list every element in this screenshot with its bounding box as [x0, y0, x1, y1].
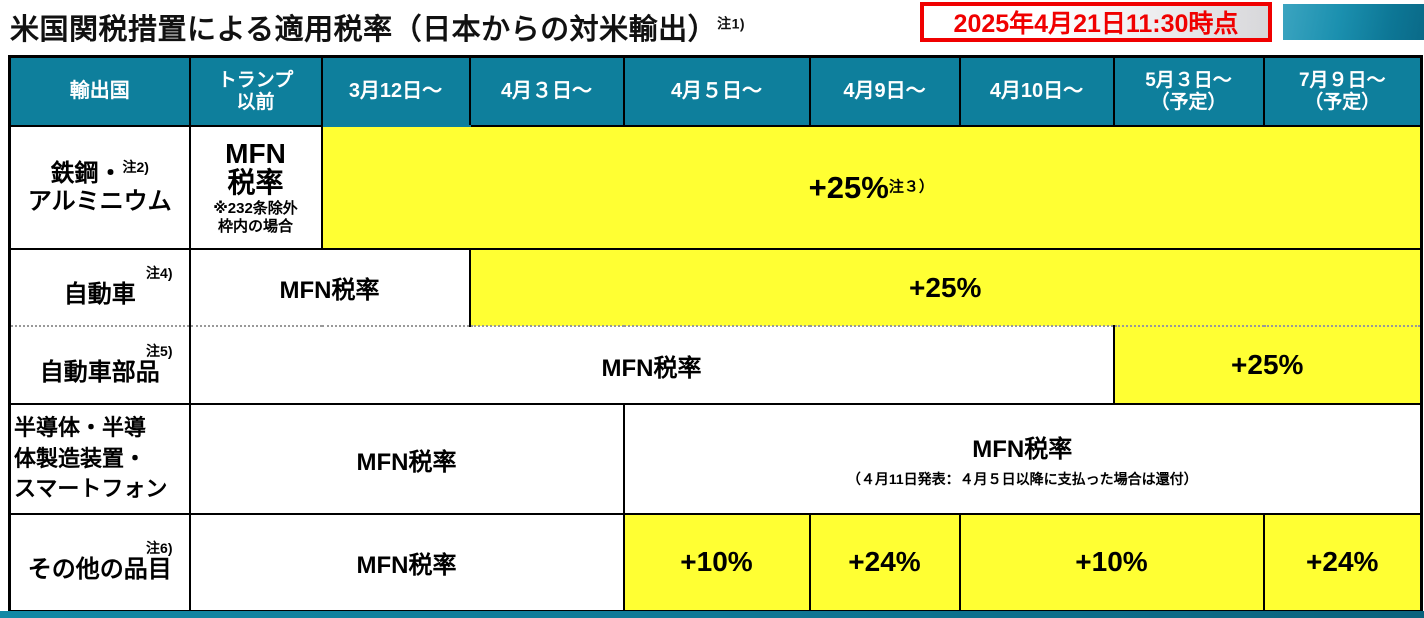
- row-other-items: 注6) その他の品目 MFN税率 +10% +24% +10% +24%: [8, 513, 1423, 612]
- auto-parts-rate-value: +25%: [1231, 349, 1304, 380]
- bottom-decoration-bar: [0, 611, 1424, 618]
- cell-semiconductor-mfn-right: MFN税率 （４月11日発表：４月５日以降に支払った場合は還付）: [622, 403, 1423, 515]
- cell-steel-rate: +25%注３）: [320, 125, 1423, 250]
- col-header-may3-line1: 5月３日～: [1145, 69, 1232, 91]
- row-auto-parts: 注5) 自動車部品 MFN税率 +25%: [8, 325, 1423, 405]
- cell-auto-parts-category: 注5) 自動車部品: [8, 325, 191, 405]
- title-note: 注1): [717, 15, 746, 32]
- cell-other-rate-apr9: +24%: [808, 513, 961, 612]
- automobile-rate-value: +25%: [909, 271, 982, 303]
- cell-automobile-rate: +25%: [468, 248, 1423, 327]
- semiconductor-name-line3: スマートフォン: [14, 476, 168, 502]
- cell-other-rate-jul9: +24%: [1262, 513, 1423, 612]
- other-rate-apr5-value: +10%: [680, 546, 753, 578]
- cell-automobile-category: 注4) 自動車: [8, 248, 191, 327]
- steel-note: 注2): [122, 159, 149, 176]
- header-row: 輸出国 トランプ 以前 3月12日～ 4月３日～ 4月５日～ 4月9日～ 4月1…: [8, 55, 1423, 127]
- col-header-apr3: 4月３日～: [468, 55, 625, 127]
- tariff-table: 輸出国 トランプ 以前 3月12日～ 4月３日～ 4月５日～ 4月9日～ 4月1…: [8, 55, 1423, 613]
- steel-rate-note: 注３）: [888, 178, 934, 196]
- top-decoration-bar: [1283, 4, 1424, 40]
- semiconductor-mfn-left-text: MFN税率: [356, 448, 457, 476]
- col-header-jul9: 7月９日～ （予定）: [1262, 55, 1423, 127]
- steel-mfn-sub-line2: 枠内の場合: [217, 218, 293, 236]
- semiconductor-mfn-right-sub: （４月11日発表：４月５日以降に支払った場合は還付）: [846, 471, 1198, 487]
- semiconductor-mfn-right-text: MFN税率: [972, 436, 1073, 463]
- col-header-pre-trump: トランプ 以前: [188, 55, 323, 127]
- page-title-text: 米国関税措置による適用税率（日本からの対米輸出）: [10, 14, 718, 46]
- other-note: 注6): [146, 539, 173, 556]
- auto-parts-name: 自動車部品: [39, 358, 160, 386]
- col-header-apr9: 4月9日～: [808, 55, 961, 127]
- semiconductor-name-line2: 体製造装置・: [14, 445, 147, 471]
- col-header-apr5: 4月５日～: [622, 55, 811, 127]
- col-header-mar12: 3月12日～: [320, 55, 471, 127]
- semiconductor-name-line1: 半導体・半導: [14, 414, 147, 440]
- other-rate-apr9-value: +24%: [848, 546, 921, 578]
- col-header-jul9-line2: （予定）: [1304, 91, 1381, 113]
- steel-name-line1: 鉄鋼・注2): [50, 159, 149, 188]
- cell-other-rate-apr10: +10%: [958, 513, 1265, 612]
- col-header-pre-trump-line1: トランプ: [217, 69, 294, 91]
- timestamp-text: 2025年4月21日11:30時点: [953, 10, 1239, 38]
- row-steel-aluminum: 鉄鋼・注2) アルミニウム MFN 税率 ※232条除外 枠内の場合 +25%注…: [8, 125, 1423, 250]
- timestamp-box: 2025年4月21日11:30時点: [920, 2, 1272, 42]
- other-rate-apr10-value: +10%: [1075, 546, 1148, 578]
- col-header-apr10: 4月10日～: [958, 55, 1115, 127]
- cell-semiconductor-category: 半導体・半導 体製造装置・ スマートフォン: [8, 403, 191, 515]
- cell-auto-parts-mfn: MFN税率: [188, 325, 1115, 405]
- steel-mfn-line2: 税率: [227, 167, 284, 198]
- cell-semiconductor-mfn-left: MFN税率: [188, 403, 625, 515]
- cell-other-rate-apr5: +10%: [622, 513, 811, 612]
- automobile-note: 注4): [146, 265, 173, 281]
- steel-mfn-line1: MFN: [225, 137, 286, 169]
- steel-rate-value: +25%: [808, 169, 889, 205]
- cell-other-mfn: MFN税率: [188, 513, 625, 612]
- steel-name-line2: アルミニウム: [27, 188, 172, 215]
- other-rate-jul9-value: +24%: [1306, 546, 1379, 578]
- page-title: 米国関税措置による適用税率（日本からの対米輸出）注1): [10, 6, 745, 48]
- other-name: その他の品目: [27, 556, 172, 584]
- auto-parts-mfn-text: MFN税率: [601, 354, 702, 382]
- steel-mfn-sub-line1: ※232条除外: [213, 200, 298, 218]
- cell-automobile-mfn: MFN税率: [188, 248, 471, 327]
- cell-steel-mfn: MFN 税率 ※232条除外 枠内の場合: [188, 125, 323, 250]
- col-header-export-country: 輸出国: [8, 55, 191, 127]
- col-header-may3-line2: （予定）: [1150, 91, 1227, 113]
- auto-parts-note: 注5): [146, 342, 173, 359]
- row-semiconductor: 半導体・半導 体製造装置・ スマートフォン MFN税率 MFN税率 （４月11日…: [8, 403, 1423, 515]
- automobile-mfn-text: MFN税率: [279, 277, 380, 304]
- cell-other-category: 注6) その他の品目: [8, 513, 191, 612]
- other-mfn-text: MFN税率: [356, 551, 457, 579]
- automobile-name: 自動車: [63, 281, 136, 309]
- cell-steel-category: 鉄鋼・注2) アルミニウム: [8, 125, 191, 250]
- cell-auto-parts-rate: +25%: [1112, 325, 1423, 405]
- row-automobile: 注4) 自動車 MFN税率 +25%: [8, 248, 1423, 327]
- col-header-may3: 5月３日～ （予定）: [1112, 55, 1265, 127]
- col-header-jul9-line1: 7月９日～: [1298, 69, 1386, 91]
- col-header-pre-trump-line2: 以前: [236, 91, 275, 113]
